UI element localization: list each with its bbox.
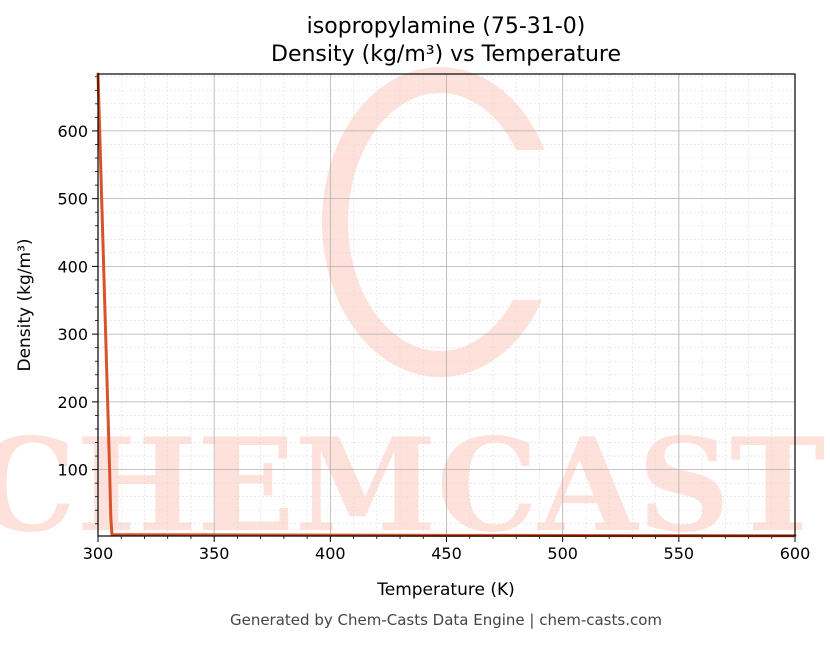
x-tick-label: 350 [199,544,230,563]
y-tick-label: 300 [57,325,88,344]
y-axis-label: Density (kg/m³) [15,238,35,371]
watermark-ring-gap [505,150,565,300]
y-tick-label: 500 [57,190,88,209]
x-tick-label: 550 [664,544,695,563]
y-tick-label: 600 [57,122,88,141]
x-tick-label: 400 [315,544,346,563]
x-tick-label: 450 [431,544,462,563]
y-tick-label: 100 [57,461,88,480]
x-axis-label: Temperature (K) [376,580,515,600]
footer-credit: Generated by Chem-Casts Data Engine | ch… [230,611,662,629]
chart-title-line1: isopropylamine (75-31-0) [307,14,586,39]
watermark-text: CHEMCASTS [0,411,830,561]
x-tick-label: 500 [547,544,578,563]
x-tick-label: 300 [83,544,114,563]
plot-frame [97,73,796,537]
tick-labels: 300 350 400 450 500 550 600 100 200 300 400 500 600 [57,122,810,563]
y-tick-label: 400 [57,257,88,276]
chart-title-line2: Density (kg/m³) vs Temperature [271,42,621,67]
y-tick-label: 200 [57,393,88,412]
grid [97,74,796,536]
x-tick-label: 600 [780,544,811,563]
